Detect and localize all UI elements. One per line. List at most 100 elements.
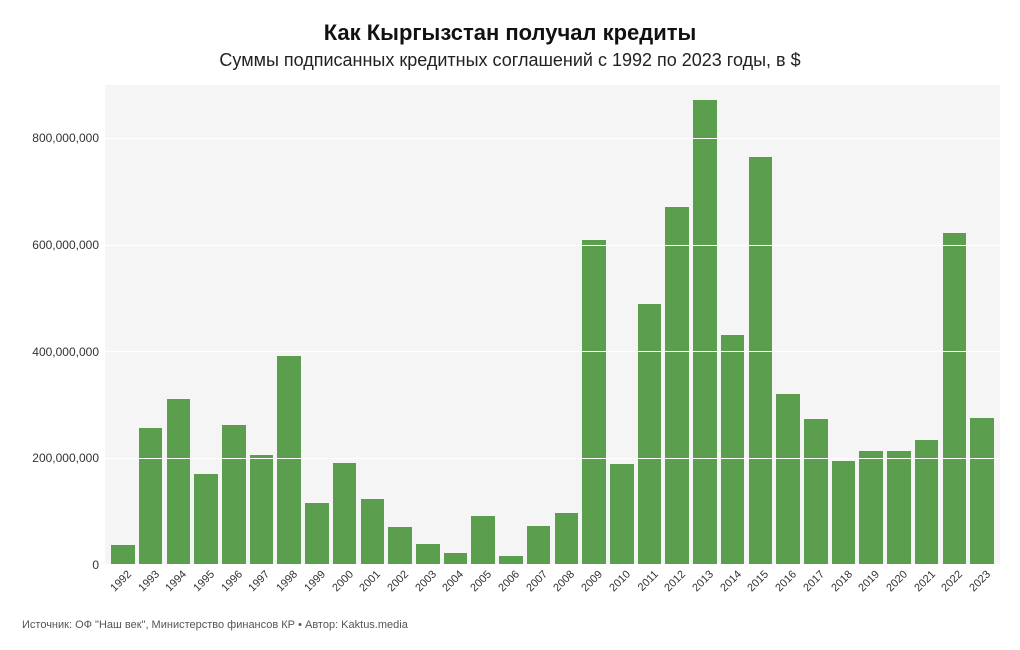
- x-tick-label: 1996: [219, 568, 245, 594]
- bar: [804, 419, 828, 564]
- x-tick-slot: 2018: [830, 565, 858, 615]
- x-tick-label: 2008: [552, 568, 578, 594]
- bar: [859, 451, 883, 564]
- bar: [582, 240, 606, 564]
- bar: [194, 474, 218, 564]
- gridline: [105, 458, 1000, 459]
- x-tick-label: 2021: [912, 568, 938, 594]
- x-tick-label: 1994: [164, 568, 190, 594]
- bar: [776, 394, 800, 564]
- x-tick-slot: 2014: [719, 565, 747, 615]
- x-tick-label: 2014: [718, 568, 744, 594]
- x-tick-label: 2006: [496, 568, 522, 594]
- x-tick-slot: 2023: [968, 565, 996, 615]
- bar: [665, 207, 689, 564]
- bar-slot: [608, 85, 636, 564]
- bar: [139, 428, 163, 564]
- x-tick-slot: 2008: [553, 565, 581, 615]
- x-tick-label: 2022: [940, 568, 966, 594]
- x-tick-label: 2007: [524, 568, 550, 594]
- x-tick-slot: 1993: [137, 565, 165, 615]
- x-tick-slot: 2011: [636, 565, 664, 615]
- bar: [333, 463, 357, 564]
- bar-slot: [719, 85, 747, 564]
- bar: [610, 464, 634, 564]
- x-tick-label: 2001: [358, 568, 384, 594]
- x-tick-label: 2013: [690, 568, 716, 594]
- x-tick-slot: 1998: [275, 565, 303, 615]
- bar: [444, 553, 468, 564]
- x-tick-label: 2005: [468, 568, 494, 594]
- x-tick-label: 2003: [413, 568, 439, 594]
- plot-row: 0200,000,000400,000,000600,000,000800,00…: [20, 85, 1000, 565]
- x-tick-slot: 1999: [303, 565, 331, 615]
- y-tick-label: 600,000,000: [32, 238, 99, 252]
- x-tick-label: 1997: [247, 568, 273, 594]
- bar-slot: [691, 85, 719, 564]
- bar: [943, 233, 967, 564]
- bar-slot: [109, 85, 137, 564]
- bar: [638, 304, 662, 564]
- x-tick-slot: 2019: [857, 565, 885, 615]
- x-tick-slot: 2010: [608, 565, 636, 615]
- bar: [361, 499, 385, 564]
- bar-slot: [248, 85, 276, 564]
- x-tick-label: 2004: [441, 568, 467, 594]
- bar-slot: [941, 85, 969, 564]
- x-tick-label: 1999: [302, 568, 328, 594]
- x-tick-label: 2016: [773, 568, 799, 594]
- bar: [499, 556, 523, 564]
- y-tick-label: 0: [92, 558, 99, 572]
- bar-slot: [968, 85, 996, 564]
- x-tick-label: 2023: [967, 568, 993, 594]
- gridline: [105, 138, 1000, 139]
- bar: [832, 461, 856, 564]
- x-tick-slot: 2012: [663, 565, 691, 615]
- bar: [277, 356, 301, 564]
- x-tick-label: 2002: [385, 568, 411, 594]
- x-tick-label: 1993: [136, 568, 162, 594]
- bar-slot: [913, 85, 941, 564]
- bar-slot: [192, 85, 220, 564]
- x-tick-slot: 2007: [525, 565, 553, 615]
- bar: [167, 399, 191, 564]
- bar-slot: [857, 85, 885, 564]
- bar: [222, 425, 246, 564]
- x-tick-label: 2010: [607, 568, 633, 594]
- bar: [555, 513, 579, 564]
- x-tick-label: 2011: [635, 568, 660, 593]
- bar: [721, 335, 745, 564]
- x-tick-slot: 2016: [774, 565, 802, 615]
- x-axis: 1992199319941995199619971998199920002001…: [105, 565, 1000, 615]
- y-tick-label: 800,000,000: [32, 131, 99, 145]
- bar: [388, 527, 412, 564]
- bar-slot: [331, 85, 359, 564]
- x-tick-slot: 2003: [414, 565, 442, 615]
- x-tick-slot: 1995: [192, 565, 220, 615]
- bar-slot: [636, 85, 664, 564]
- chart-container: Как Кыргызстан получал кредиты Суммы под…: [0, 0, 1020, 650]
- bar: [471, 516, 495, 564]
- chart-source: Источник: ОФ "Наш век", Министерство фин…: [22, 619, 1000, 631]
- bar-slot: [525, 85, 553, 564]
- bar-slot: [220, 85, 248, 564]
- gridline: [105, 245, 1000, 246]
- x-tick-slot: 2000: [331, 565, 359, 615]
- bar: [305, 503, 329, 564]
- bar: [970, 418, 994, 564]
- x-tick-label: 1995: [191, 568, 217, 594]
- x-tick-label: 1998: [274, 568, 300, 594]
- x-tick-label: 2015: [746, 568, 772, 594]
- bar-slot: [830, 85, 858, 564]
- bar-slot: [275, 85, 303, 564]
- x-tick-slot: 2017: [802, 565, 830, 615]
- x-tick-slot: 2002: [386, 565, 414, 615]
- bar-slot: [164, 85, 192, 564]
- bars-container: [105, 85, 1000, 564]
- bar-slot: [553, 85, 581, 564]
- bar: [887, 451, 911, 564]
- bar-slot: [774, 85, 802, 564]
- bar: [111, 545, 135, 564]
- x-tick-label: 2019: [857, 568, 883, 594]
- x-tick-slot: 2009: [580, 565, 608, 615]
